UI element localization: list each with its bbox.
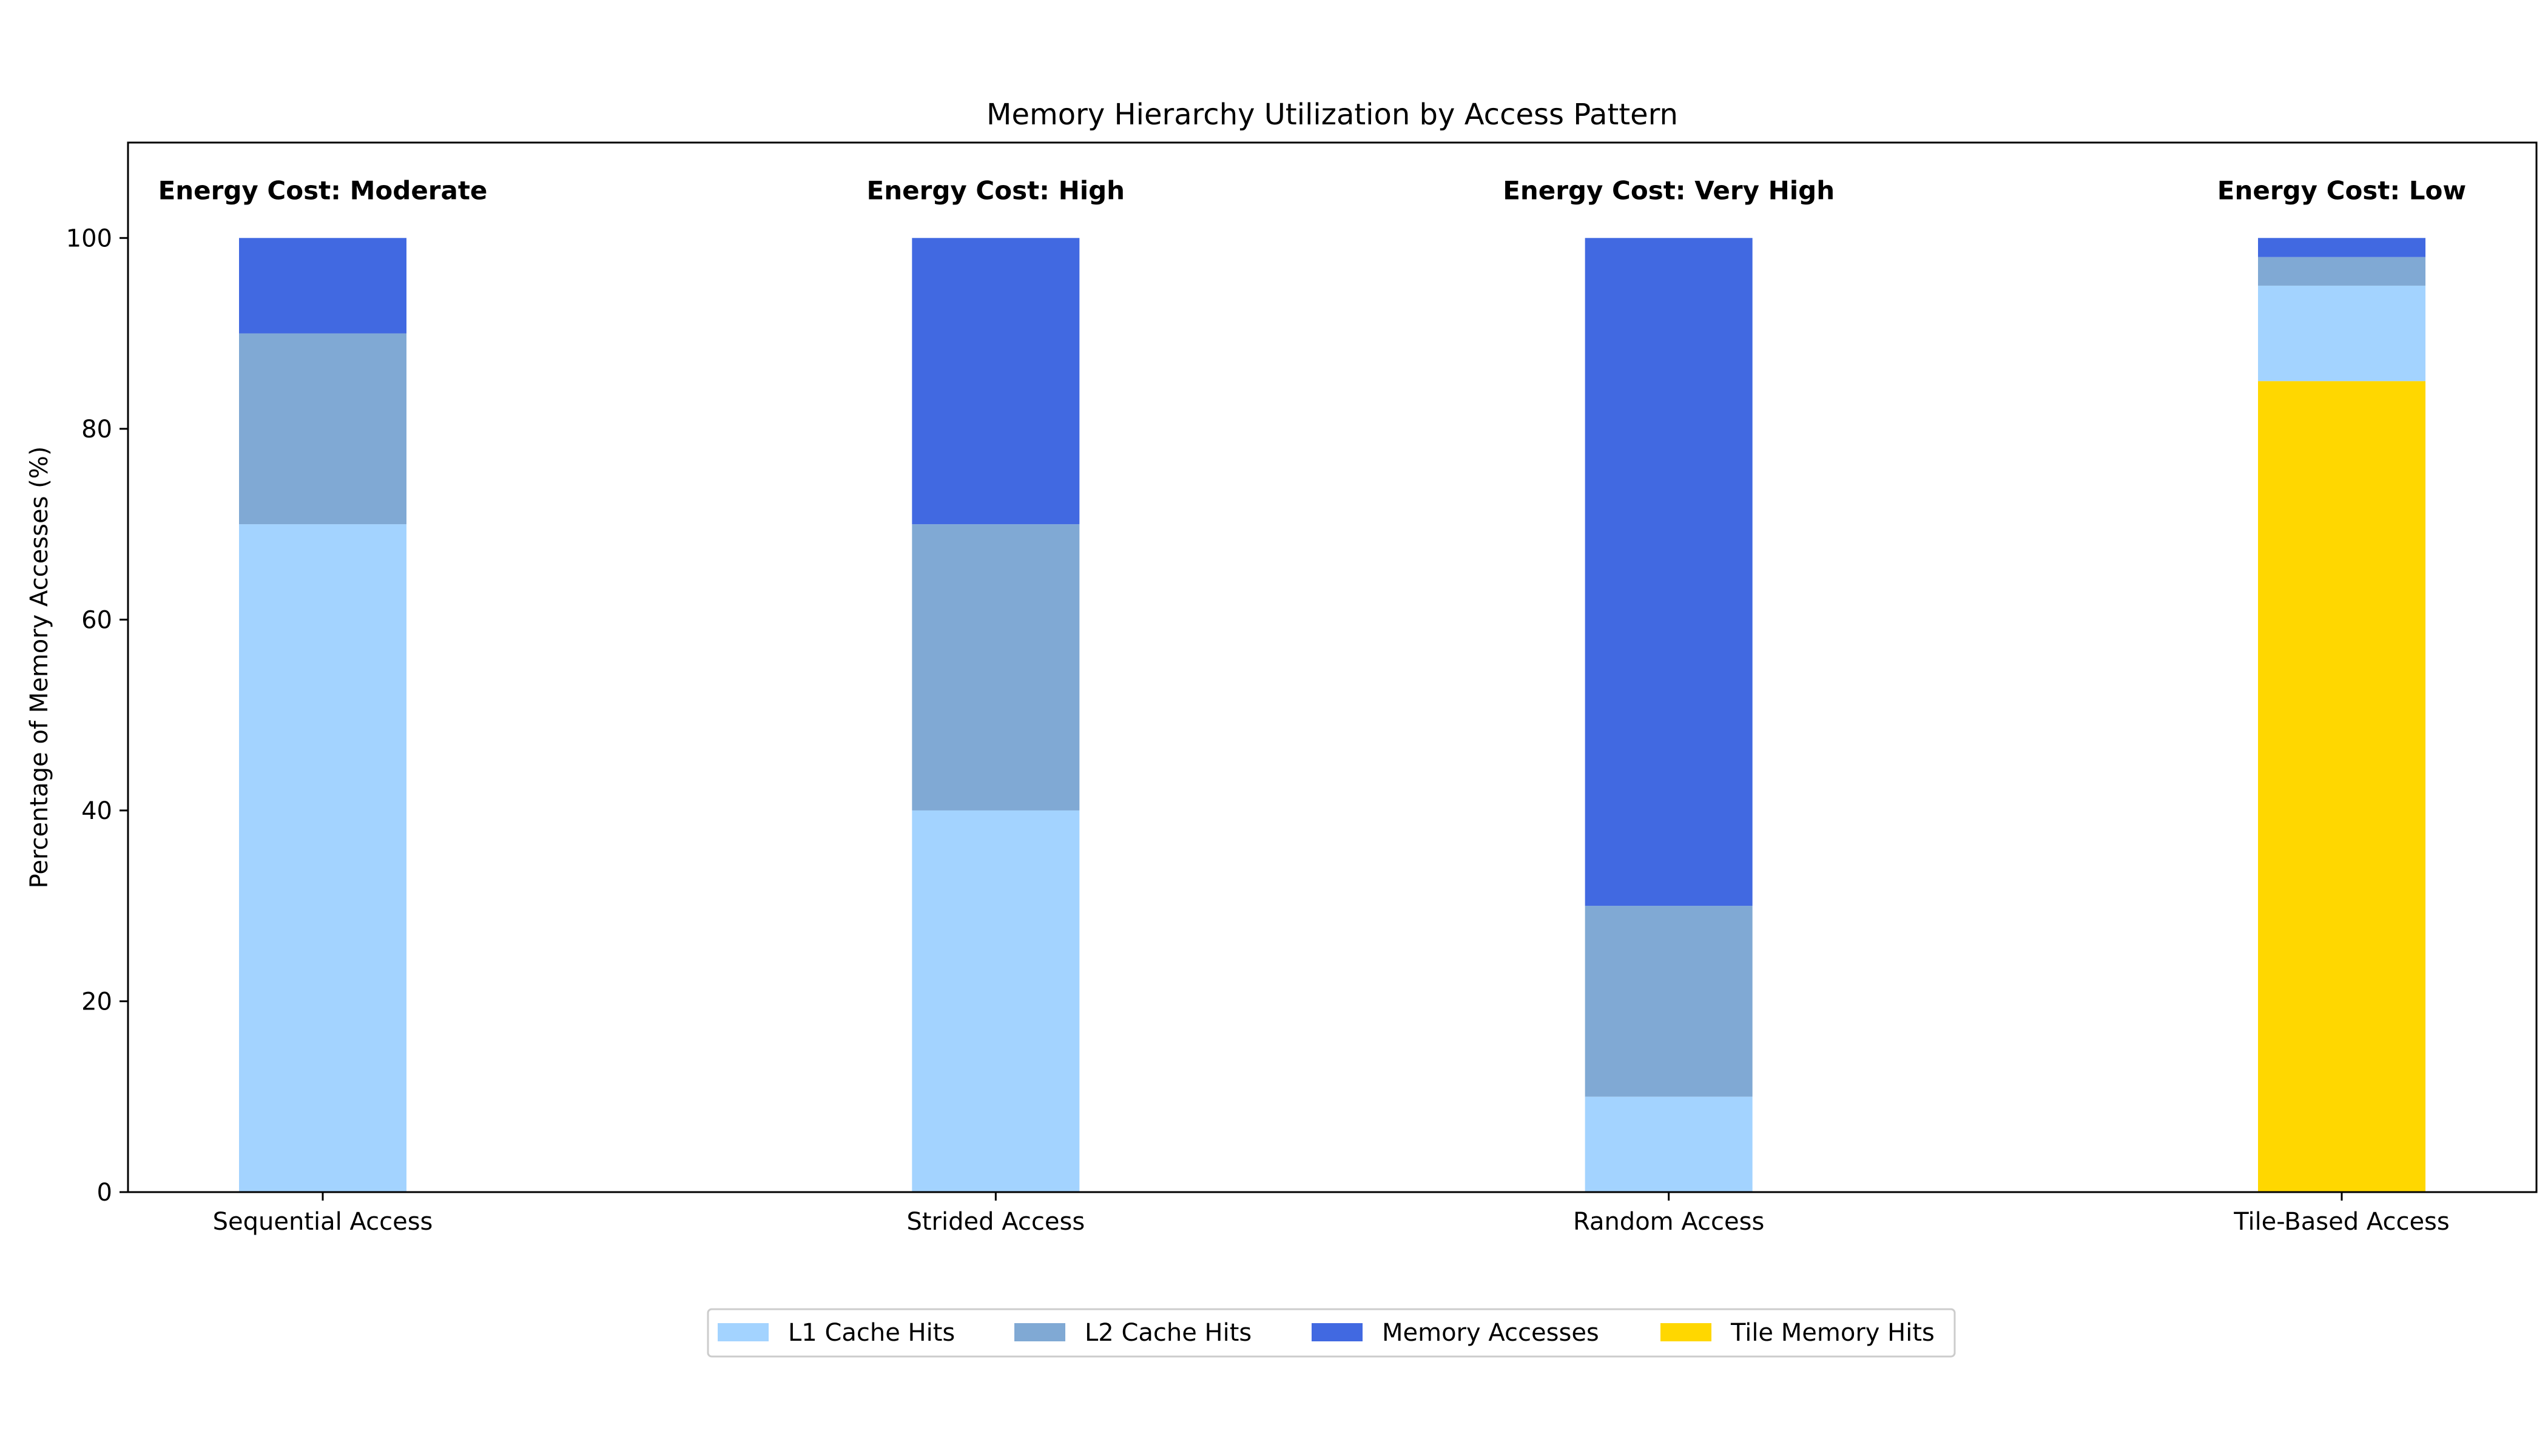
chart-title: Memory Hierarchy Utilization by Access P…	[986, 98, 1678, 132]
y-tick-label-4: 80	[81, 416, 112, 443]
annotation-3: Energy Cost: Low	[2217, 176, 2466, 206]
legend[interactable]: L1 Cache Hits L2 Cache Hits Memory Accesse…	[707, 1308, 1956, 1358]
annotation-1: Energy Cost: High	[867, 176, 1125, 206]
bar-memory-accesses-2	[1585, 238, 1753, 906]
x-tick-label-0: Sequential Access	[213, 1208, 433, 1236]
bar-tile-memory-hits-3	[2258, 381, 2425, 1192]
legend-label-0[interactable]: L1 Cache Hits	[788, 1319, 955, 1347]
bar-l1-cache-hits-1	[912, 810, 1080, 1192]
x-axis: Sequential Access Strided Access Random Ac…	[213, 1192, 2450, 1236]
x-tick-label-3: Tile-Based Access	[2233, 1208, 2450, 1236]
bar-memory-accesses-0	[239, 238, 406, 334]
bars	[239, 238, 2425, 1193]
x-tick-label-1: Strided Access	[906, 1208, 1085, 1236]
bar-l2-cache-hits-0	[239, 333, 406, 525]
x-tick-label-2: Random Access	[1573, 1208, 1764, 1236]
y-axis-label: Percentage of Memory Accesses (%)	[25, 447, 53, 889]
annotation-2: Energy Cost: Very High	[1503, 176, 1835, 206]
bar-l2-cache-hits-3	[2258, 257, 2425, 286]
y-tick-label-1: 20	[81, 988, 112, 1016]
legend-swatch-2[interactable]	[1312, 1323, 1363, 1341]
y-tick-label-0: 0	[97, 1179, 112, 1207]
annotation-0: Energy Cost: Moderate	[158, 176, 488, 206]
bar-l2-cache-hits-1	[912, 524, 1080, 811]
bar-l1-cache-hits-3	[2258, 285, 2425, 382]
legend-label-2[interactable]: Memory Accesses	[1382, 1319, 1599, 1347]
legend-label-3[interactable]: Tile Memory Hits	[1730, 1319, 1935, 1347]
legend-swatch-3[interactable]	[1660, 1323, 1711, 1341]
bar-l1-cache-hits-2	[1585, 1096, 1753, 1192]
y-axis: 0 20 40 60 80 100	[66, 224, 128, 1207]
legend-swatch-0[interactable]	[718, 1323, 769, 1341]
legend-swatch-1[interactable]	[1014, 1323, 1065, 1341]
bar-l2-cache-hits-2	[1585, 906, 1753, 1097]
y-tick-label-3: 60	[81, 606, 112, 634]
bar-l1-cache-hits-0	[239, 524, 406, 1193]
plot-frame	[127, 141, 2538, 1193]
legend-label-1[interactable]: L2 Cache Hits	[1085, 1319, 1252, 1347]
y-tick-label-5: 100	[66, 224, 112, 252]
bar-memory-accesses-1	[912, 238, 1080, 525]
bar-memory-accesses-3	[2258, 238, 2425, 257]
annotations: Energy Cost: Moderate Energy Cost: High En…	[158, 176, 2467, 206]
y-tick-label-2: 40	[81, 797, 112, 825]
